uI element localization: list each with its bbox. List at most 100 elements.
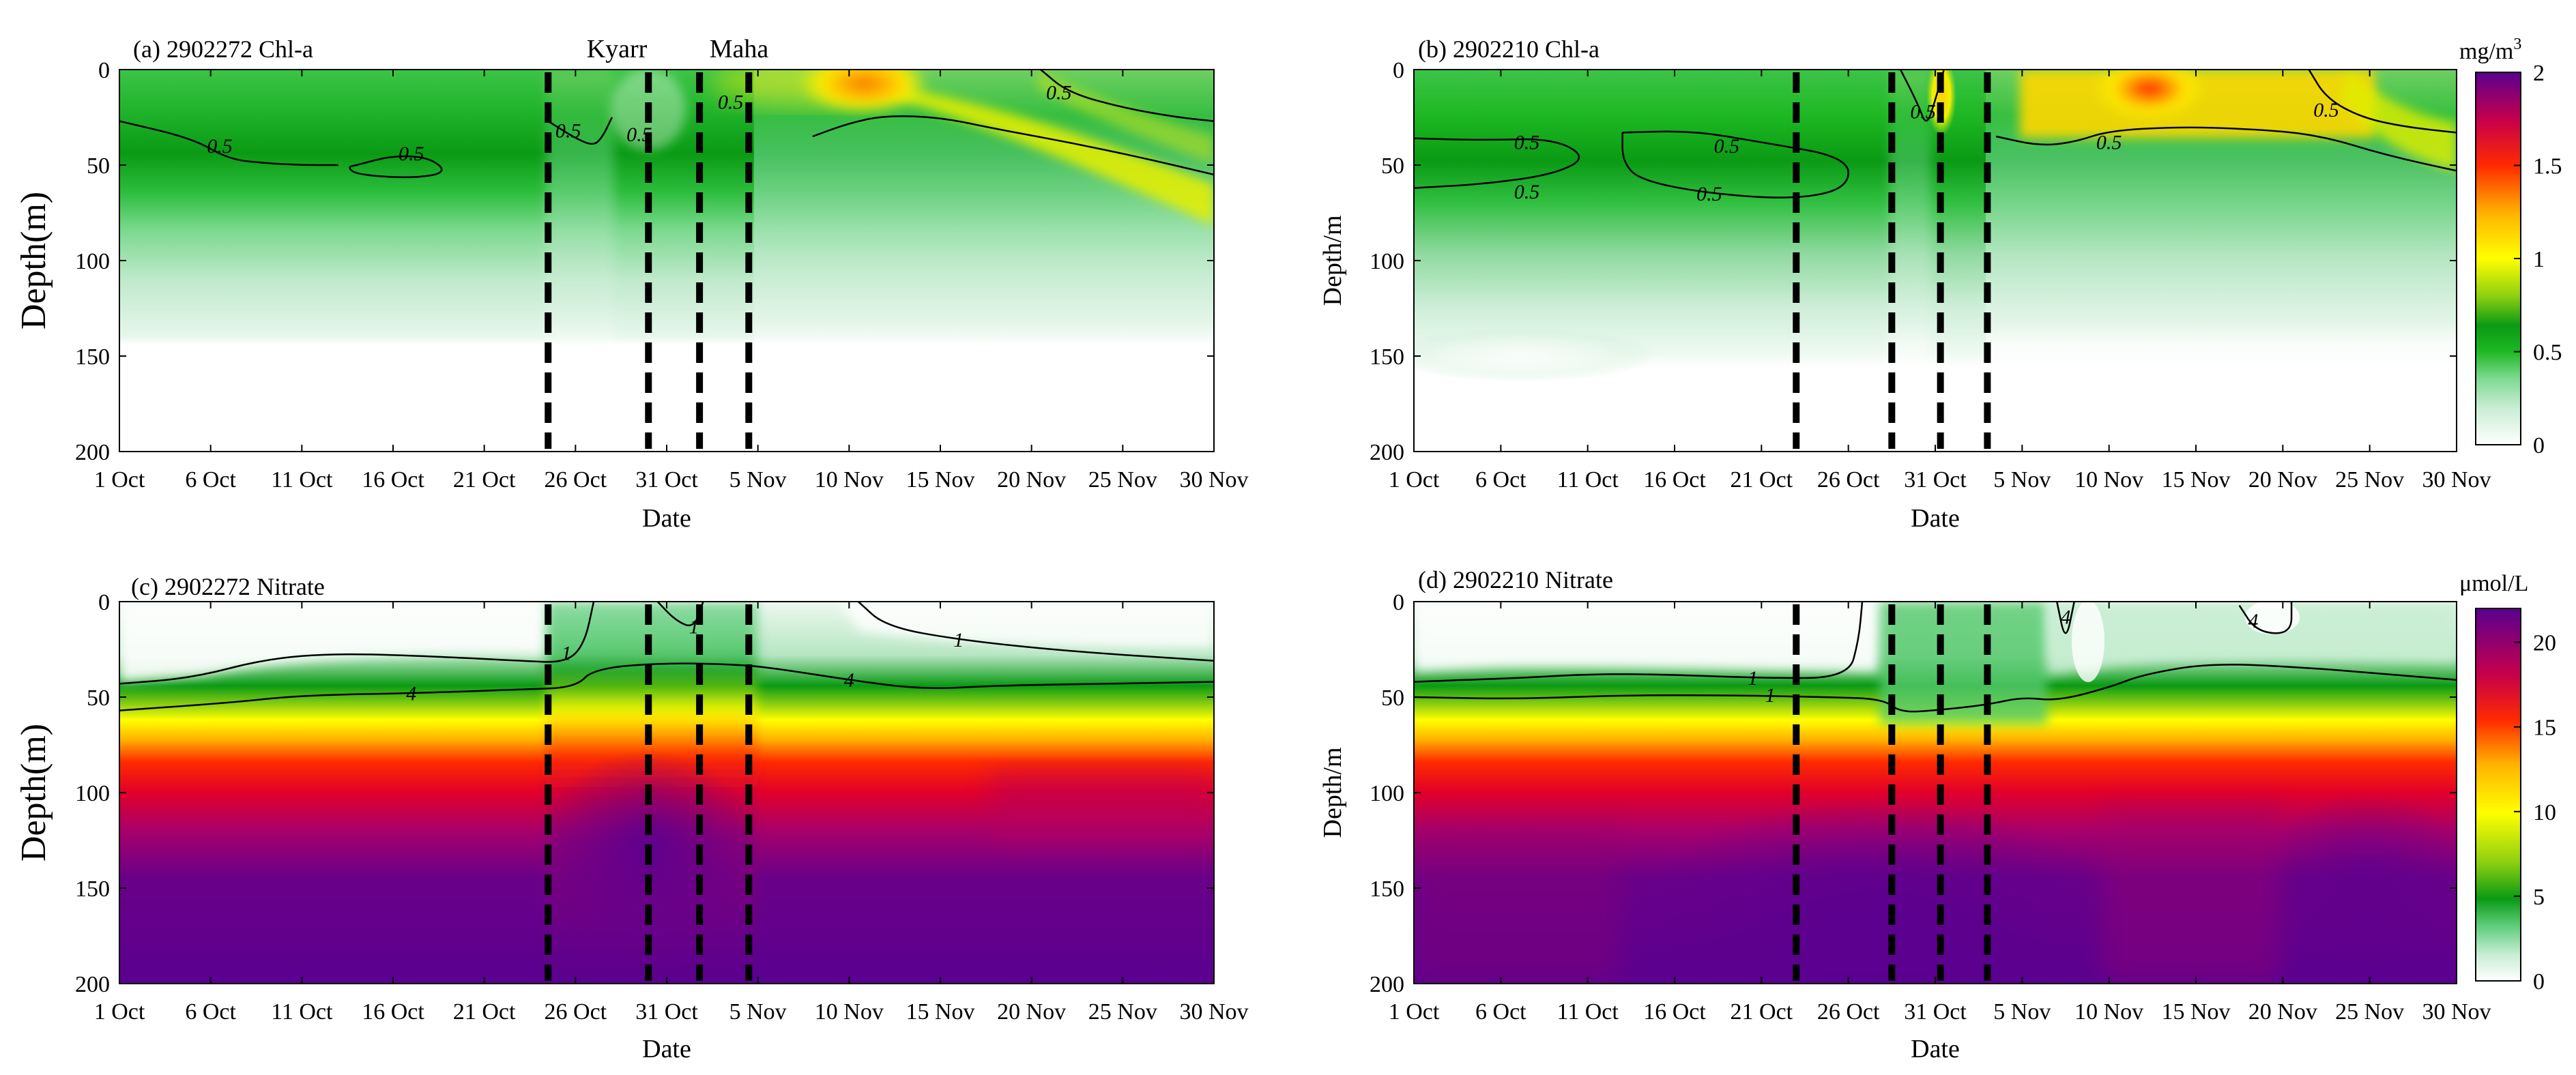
x-tick-label: 21 Oct: [453, 999, 516, 1025]
nitrate-colorbar: [2475, 608, 2521, 982]
contour-line: [119, 120, 338, 166]
y-tick-label: 200: [1370, 440, 1404, 465]
panel-b-event-lines: [1793, 72, 1991, 449]
panel-d-nitrate-2902210: 11 4 4 1 Oct 6 Oct 11 Oct 16 Oct 21 Oct 26 Oct 3…: [1318, 566, 2556, 1063]
y-tick-label: 0: [1393, 590, 1404, 615]
contour-value-label: 1: [1765, 684, 1776, 707]
x-tick-label: 26 Oct: [545, 467, 607, 492]
x-tick-label: 16 Oct: [1643, 999, 1706, 1025]
x-tick-label: 1 Oct: [94, 999, 145, 1025]
contour-value-label: 0.5: [555, 120, 581, 143]
y-tick-label: 200: [1370, 972, 1404, 997]
panel-a-xlabel: Date: [642, 504, 691, 533]
contour-value-label: 0.5: [2096, 131, 2122, 153]
x-tick-label: 21 Oct: [1731, 467, 1793, 492]
x-tick-label: 5 Nov: [729, 467, 787, 492]
panel-c-ylabel: Depth(m): [14, 724, 53, 862]
colorbar-tick-label: 2: [2533, 61, 2545, 86]
contour-line: [1899, 70, 1945, 122]
panel-d-title: (d) 2902210 Nitrate: [1418, 566, 1613, 593]
x-tick-label: 6 Oct: [1475, 999, 1526, 1025]
contour-value-label: 0.5: [1514, 181, 1540, 203]
panel-b-xlabel: Date: [1911, 504, 1960, 533]
colorbar-tick-label: 20: [2533, 631, 2556, 656]
y-tick-label: 150: [75, 344, 110, 370]
colorbar-tick-label: 0.5: [2533, 340, 2562, 366]
contour-value-label: 4: [2248, 610, 2259, 632]
x-tick-label: 15 Nov: [2161, 999, 2230, 1025]
contour-line: [2056, 602, 2075, 634]
contour-value-label: 0.5: [1696, 183, 1722, 205]
contour-line: [857, 602, 1214, 662]
x-tick-label: 21 Oct: [1731, 999, 1793, 1025]
contour-value-label: 4: [844, 669, 854, 692]
x-tick-label: 26 Oct: [545, 999, 607, 1025]
x-tick-label: 11 Oct: [1557, 467, 1619, 492]
colorbar-tick-label: 1: [2533, 247, 2545, 272]
colorbar-tick-label: 5: [2533, 885, 2545, 910]
panel-d-contours: [1414, 602, 2457, 713]
colorbar-tick-label: 15: [2533, 716, 2556, 741]
contour-line: [547, 117, 613, 145]
storm-label-maha: Maha: [710, 35, 769, 63]
x-tick-label: 6 Oct: [185, 999, 236, 1025]
x-tick-label: 20 Nov: [2248, 999, 2317, 1025]
nitrate-colorbar-unit: μmol/L: [2459, 571, 2528, 596]
x-tick-label: 30 Nov: [2422, 999, 2491, 1025]
x-tick-label: 10 Nov: [2074, 999, 2143, 1025]
panel-a-contours: [119, 70, 1214, 179]
x-tick-label: 1 Oct: [1389, 999, 1440, 1025]
panel-d-ticks: 1 Oct 6 Oct 11 Oct 16 Oct 21 Oct 26 Oct 31 Oct…: [1370, 590, 2491, 1025]
y-tick-label: 50: [1381, 686, 1404, 711]
x-tick-label: 30 Nov: [1179, 999, 1248, 1025]
y-tick-label: 150: [1370, 344, 1404, 370]
y-tick-label: 200: [75, 440, 110, 465]
contour-line: [2238, 602, 2293, 634]
x-tick-label: 31 Oct: [635, 999, 698, 1025]
panel-a-ylabel: Depth(m): [14, 192, 53, 329]
chl-colorbar: [2475, 72, 2521, 445]
contour-line: [119, 662, 1214, 711]
x-tick-label: 16 Oct: [362, 467, 424, 492]
panel-d-contour-labels: 11 4 4: [1748, 606, 2258, 707]
x-tick-label: 10 Nov: [2074, 467, 2143, 492]
storm-label-kyarr: Kyarr: [587, 35, 648, 63]
y-tick-label: 200: [75, 972, 110, 997]
y-tick-label: 0: [98, 590, 110, 615]
x-tick-label: 20 Nov: [997, 999, 1066, 1025]
y-tick-label: 50: [1381, 153, 1404, 179]
contour-value-label: 0.5: [718, 91, 744, 114]
contour-line: [1995, 126, 2457, 172]
panel-c-event-lines: [545, 604, 753, 981]
contour-value-label: 0.5: [2313, 99, 2339, 121]
contour-value-label: 0.5: [207, 135, 233, 158]
x-tick-label: 25 Nov: [1088, 467, 1157, 492]
chl-colorbar-unit: mg/m3: [2459, 35, 2521, 64]
panel-d-event-lines: [1793, 604, 1991, 981]
contour-value-label: 0.5: [399, 143, 424, 165]
contour-value-label: 0.5: [1514, 131, 1540, 153]
x-tick-label: 11 Oct: [271, 999, 333, 1025]
panel-b-ticks: 1 Oct 6 Oct 11 Oct 16 Oct 21 Oct 26 Oct 31 Oct…: [1370, 58, 2491, 492]
panel-c-contours: [119, 602, 1214, 711]
y-tick-label: 100: [75, 249, 110, 274]
panel-b-contour-labels: 0.5 0.5 0.5 0.5 0.5 0.5 0.5: [1514, 99, 2339, 205]
contour-value-label: 4: [2061, 606, 2071, 628]
x-tick-label: 1 Oct: [94, 467, 145, 492]
x-tick-label: 26 Oct: [1817, 467, 1880, 492]
panel-d-ylabel: Depth/m: [1318, 748, 1347, 838]
x-tick-label: 25 Nov: [1088, 999, 1157, 1025]
x-tick-label: 16 Oct: [1643, 467, 1706, 492]
panel-b-contours: [1414, 70, 2457, 198]
x-tick-label: 10 Nov: [815, 999, 884, 1025]
x-tick-label: 5 Nov: [729, 999, 787, 1025]
panel-d-heatmap-field: [1414, 602, 2457, 984]
contour-value-label: 0.5: [1910, 101, 1936, 123]
x-tick-label: 31 Oct: [635, 467, 698, 492]
nitrate-colorbar-ticks: 20 15 10 5 0: [2514, 631, 2556, 995]
panel-c-heatmap-field: [119, 602, 1214, 984]
x-tick-label: 21 Oct: [453, 467, 516, 492]
panel-a-event-lines: [545, 72, 753, 449]
panel-c-xlabel: Date: [642, 1035, 691, 1063]
